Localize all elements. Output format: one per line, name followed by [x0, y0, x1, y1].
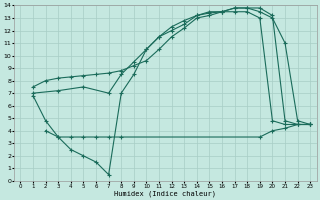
X-axis label: Humidex (Indice chaleur): Humidex (Indice chaleur) — [114, 190, 216, 197]
